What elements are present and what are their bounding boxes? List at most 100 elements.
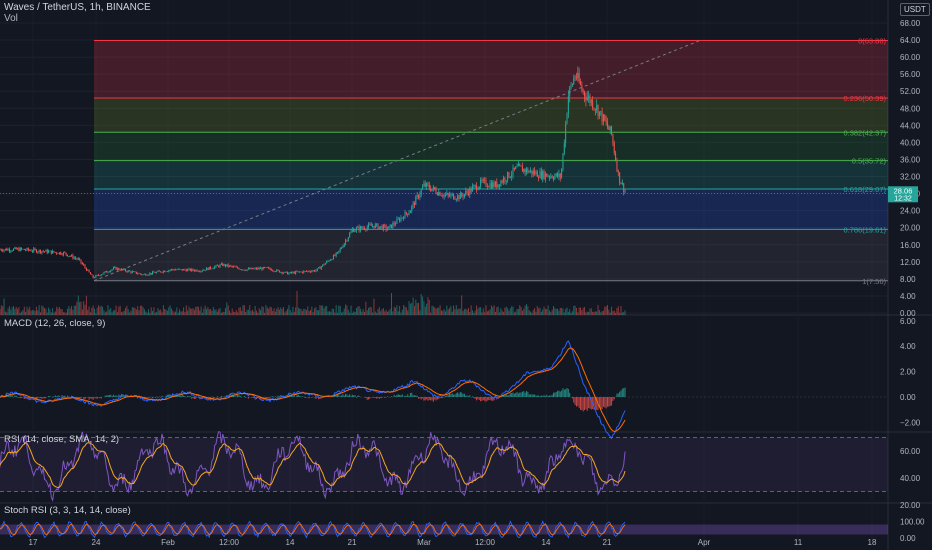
candle-body: [567, 96, 569, 114]
volume-bar: [134, 307, 136, 315]
volume-bar: [315, 307, 317, 315]
candle-body: [3, 249, 5, 252]
candle-body: [79, 258, 81, 260]
volume-bar: [84, 304, 86, 315]
volume-bar: [10, 309, 12, 315]
candle-body: [8, 249, 10, 252]
macd-histogram-bar: [616, 393, 618, 397]
volume-bar: [416, 302, 418, 315]
volume-bar: [520, 306, 522, 315]
volume-label[interactable]: Vol: [4, 13, 18, 24]
volume-bar: [569, 309, 571, 315]
macd-histogram-bar: [380, 397, 382, 398]
macd-histogram-bar: [42, 397, 44, 399]
macd-histogram-bar: [530, 394, 532, 397]
volume-bar: [473, 312, 475, 315]
volume-bar: [368, 307, 370, 315]
volume-bar: [115, 305, 117, 315]
macd-histogram-bar: [238, 395, 240, 397]
volume-bar: [52, 308, 54, 315]
candle-body: [455, 199, 457, 200]
macd-histogram-bar: [455, 393, 457, 397]
macd-histogram-bar: [620, 390, 622, 397]
volume-bar: [581, 310, 583, 315]
candle-body: [130, 271, 132, 273]
candle-body: [350, 231, 352, 234]
macd-label[interactable]: MACD (12, 26, close, 9): [4, 318, 106, 329]
volume-bar: [516, 308, 518, 315]
volume-bar: [193, 309, 195, 315]
candle-body: [617, 171, 619, 173]
candle-body: [27, 248, 29, 251]
symbol-title[interactable]: Waves / TetherUS, 1h, BINANCE: [4, 2, 151, 13]
macd-histogram-bar: [44, 397, 46, 399]
macd-histogram-bar: [104, 395, 106, 397]
rsi-label[interactable]: RSI (14, close, SMA, 14, 2): [4, 434, 120, 445]
macd-histogram-bar: [559, 391, 561, 397]
volume-bar: [553, 306, 554, 315]
volume-bar: [272, 310, 274, 315]
macd-histogram-bar: [536, 395, 538, 397]
candle-body: [454, 199, 456, 200]
volume-bar: [104, 312, 106, 315]
volume-bar: [598, 309, 600, 315]
volume-bar: [131, 307, 133, 315]
volume-bar: [501, 310, 503, 315]
volume-bar: [291, 312, 293, 315]
macd-histogram-bar: [53, 396, 55, 397]
volume-bar: [118, 306, 120, 315]
macd-histogram-bar: [478, 397, 480, 400]
candle-body: [84, 265, 86, 268]
volume-bar: [571, 311, 573, 315]
macd-histogram-bar: [342, 394, 344, 397]
volume-bar: [357, 306, 359, 315]
candle-body: [343, 243, 345, 247]
stoch-rsi-label[interactable]: Stoch RSI (3, 3, 14, 14, close): [4, 505, 131, 516]
volume-bar: [447, 309, 449, 315]
volume-bar: [419, 310, 421, 315]
volume-bar: [366, 310, 368, 315]
volume-bar: [320, 305, 322, 315]
candle-body: [353, 229, 355, 232]
candle-body: [274, 271, 276, 273]
macd-histogram-bar: [57, 395, 59, 397]
volume-bar: [103, 310, 105, 315]
macd-histogram-bar: [488, 397, 490, 401]
candle-body: [289, 272, 291, 273]
rsi-tick-label: 20.00: [900, 501, 921, 510]
volume-bar: [535, 311, 537, 315]
volume-bar: [350, 305, 352, 315]
candle-body: [623, 183, 625, 192]
candle-body: [469, 188, 471, 195]
volume-bar: [424, 306, 426, 315]
volume-bar: [399, 305, 401, 315]
time-tick-label: 14: [542, 538, 551, 547]
candle-body: [386, 228, 388, 230]
candle-body: [499, 184, 500, 187]
macd-histogram-bar: [584, 397, 586, 411]
macd-histogram-bar: [338, 394, 340, 397]
volume-bar: [493, 305, 495, 315]
volume-bar: [311, 306, 313, 315]
volume-bar: [508, 310, 510, 315]
macd-histogram-bar: [99, 397, 101, 399]
volume-bar: [57, 308, 59, 315]
volume-bar: [48, 307, 50, 315]
volume-bar: [266, 307, 268, 315]
macd-histogram-bar: [106, 395, 108, 397]
volume-bar: [126, 305, 128, 315]
candle-body: [162, 270, 164, 273]
candle-body: [211, 268, 213, 270]
currency-badge[interactable]: USDT: [900, 3, 930, 16]
macd-histogram-bar: [268, 397, 270, 398]
candle-body: [346, 240, 348, 242]
candle-body: [558, 173, 560, 177]
candle-body: [416, 195, 418, 197]
volume-bar: [219, 307, 221, 315]
macd-histogram-bar: [524, 392, 526, 397]
volume-bar: [107, 305, 109, 315]
volume-bar: [125, 307, 127, 315]
macd-histogram-bar: [197, 397, 199, 398]
candle-body: [72, 255, 74, 259]
